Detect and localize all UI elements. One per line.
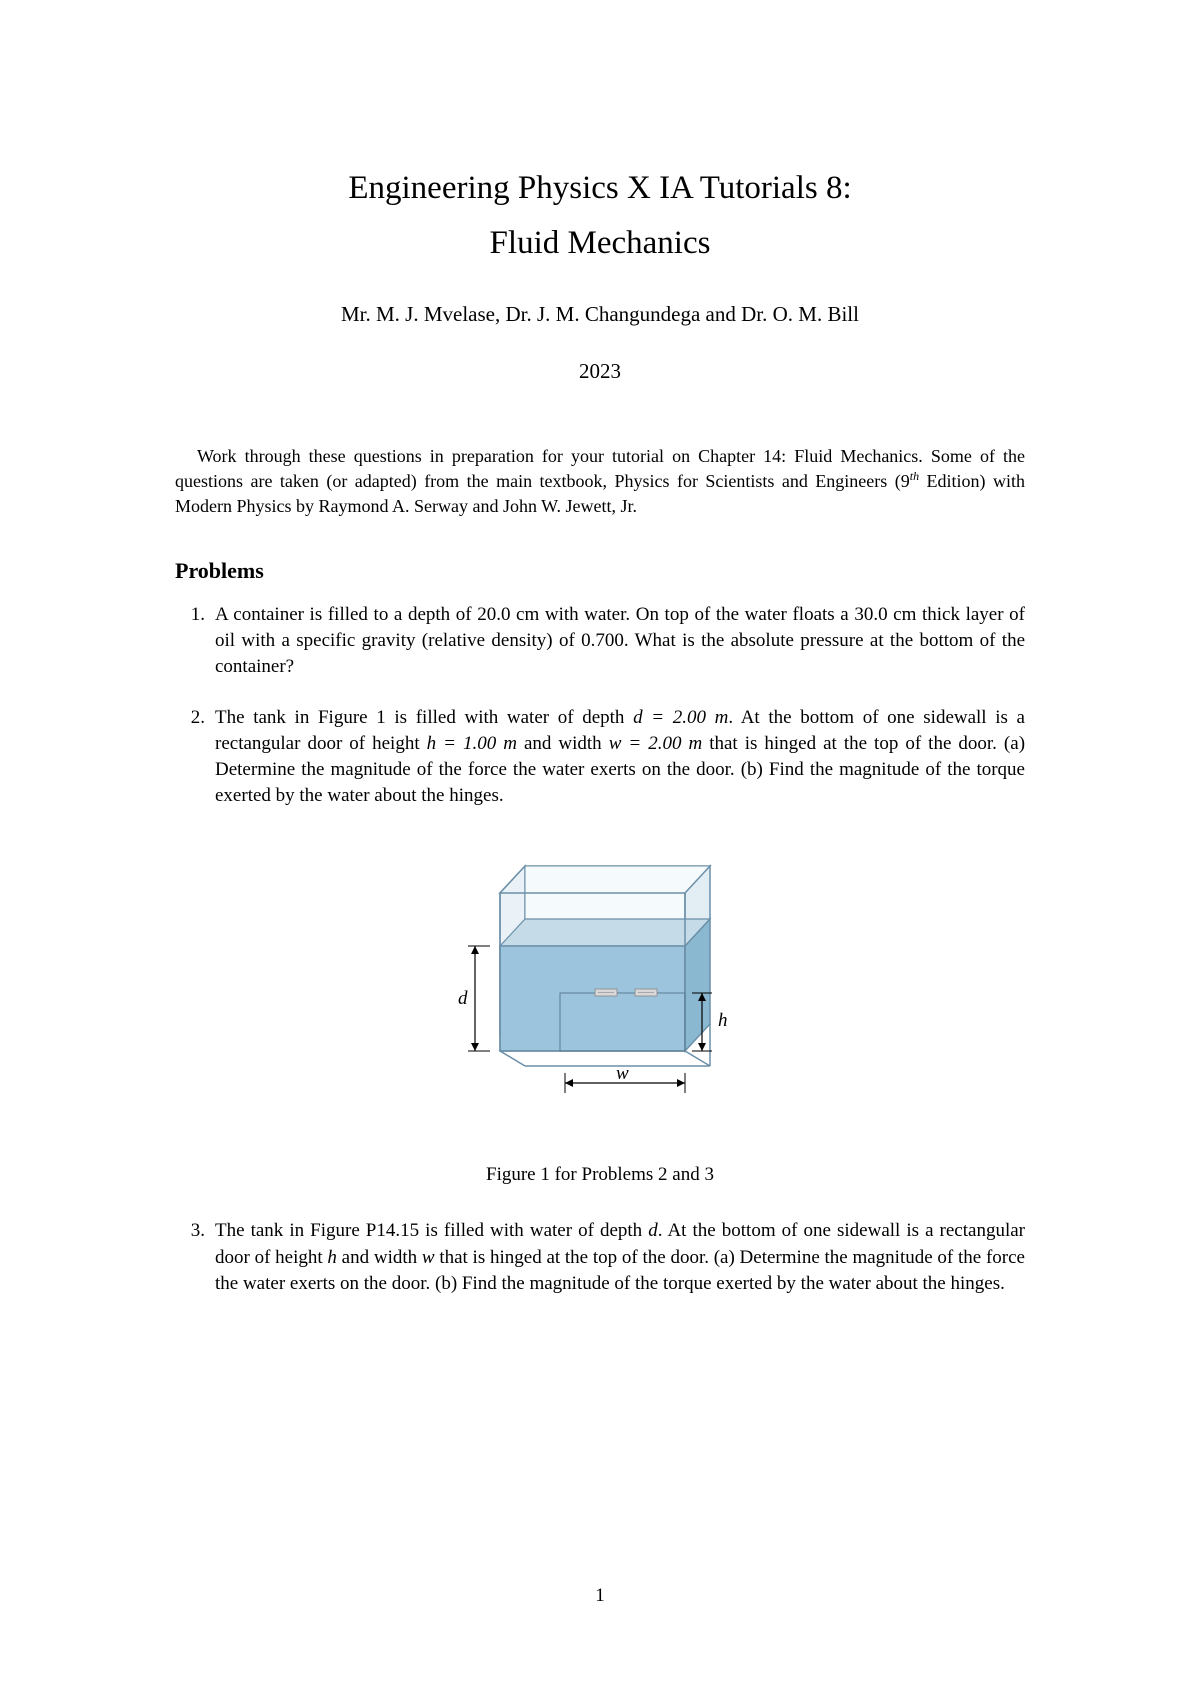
problem-2-number: 2.: [175, 705, 205, 731]
problem-1-text: A container is filled to a depth of 20.0…: [215, 604, 1025, 677]
figure-label-w: w: [616, 1063, 629, 1084]
problem-1-number: 1.: [175, 602, 205, 628]
problem-list: 1. A container is filled to a depth of 2…: [175, 602, 1025, 810]
intro-paragraph: Work through these questions in preparat…: [175, 444, 1025, 518]
problem-3-h-var: h: [327, 1247, 337, 1268]
problem-3-mid2: and width: [337, 1247, 422, 1268]
page-number: 1: [595, 1585, 605, 1607]
figure-1-caption: Figure 1 for Problems 2 and 3: [175, 1164, 1025, 1186]
edition-superscript: th: [910, 469, 919, 483]
problems-heading: Problems: [175, 558, 1025, 584]
problem-list-continued: 3. The tank in Figure P14.15 is filled w…: [175, 1218, 1025, 1297]
figure-1-container: d h w Figure 1 for Problems 2 and 3: [175, 851, 1025, 1186]
problem-2-mid2: and width: [517, 733, 609, 754]
problem-1: 1. A container is filled to a depth of 2…: [215, 602, 1025, 681]
problem-2-intro: The tank in Figure 1 is filled with wate…: [215, 707, 633, 728]
figure-label-d: d: [458, 988, 468, 1009]
authors: Mr. M. J. Mvelase, Dr. J. M. Changundega…: [175, 302, 1025, 327]
problem-2-h-eq: h = 1.00 m: [427, 733, 517, 754]
figure-label-h: h: [718, 1010, 728, 1031]
problem-2-d-eq: d = 2.00 m: [633, 707, 728, 728]
problem-2: 2. The tank in Figure 1 is filled with w…: [215, 705, 1025, 810]
figure-1-svg: d h w: [430, 851, 770, 1121]
title-line-1: Engineering Physics X IA Tutorials 8:: [175, 170, 1025, 207]
problem-2-w-eq: w = 2.00 m: [609, 733, 703, 754]
problem-3-intro: The tank in Figure P14.15 is filled with…: [215, 1220, 648, 1241]
textbook-title-1: Physics for Scientists and Engineers (9: [614, 471, 909, 491]
problem-3-d-var: d: [648, 1220, 658, 1241]
intro-text-2: by Raymond A. Serway and John W. Jewett,…: [292, 496, 637, 516]
title-line-2: Fluid Mechanics: [175, 225, 1025, 262]
year: 2023: [175, 359, 1025, 384]
problem-3: 3. The tank in Figure P14.15 is filled w…: [215, 1218, 1025, 1297]
problem-3-number: 3.: [175, 1218, 205, 1244]
problem-3-w-var: w: [422, 1247, 435, 1268]
